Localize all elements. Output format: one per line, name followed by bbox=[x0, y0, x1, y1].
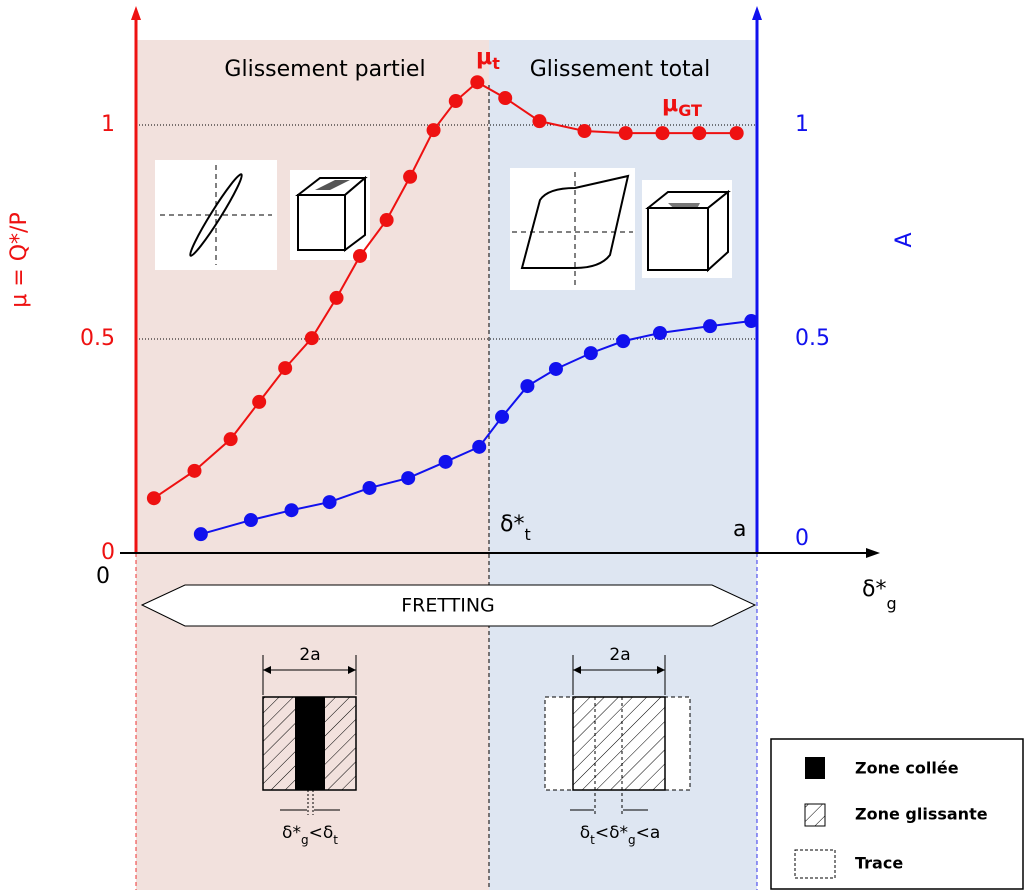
point bbox=[520, 379, 535, 394]
zone-label: Glissement total bbox=[530, 57, 711, 82]
point bbox=[498, 91, 513, 106]
mu-t: μt bbox=[476, 45, 500, 73]
t: <δ bbox=[309, 823, 334, 843]
arrow bbox=[131, 6, 141, 20]
arrow bbox=[752, 6, 762, 20]
y2-label: A bbox=[892, 232, 917, 247]
point bbox=[146, 491, 161, 506]
inset-total bbox=[510, 168, 732, 290]
t: <δ* bbox=[595, 823, 628, 843]
sub: g bbox=[886, 594, 896, 613]
point bbox=[304, 331, 319, 346]
y-tick-label: 1 bbox=[101, 112, 115, 137]
y-tick-label: 0 bbox=[101, 540, 115, 565]
x-tick-label: 0 bbox=[96, 564, 110, 589]
point bbox=[470, 75, 485, 90]
series-line bbox=[200, 320, 752, 536]
y2-tick-label: 0 bbox=[795, 526, 809, 551]
t: <a bbox=[636, 823, 661, 843]
t: g bbox=[301, 833, 309, 847]
t: t bbox=[333, 833, 338, 847]
point bbox=[353, 248, 367, 263]
point bbox=[193, 527, 208, 542]
contact-partial: 2a δ*g<δt bbox=[262, 645, 357, 847]
point bbox=[729, 126, 744, 141]
t: g bbox=[628, 833, 636, 847]
sub: GT bbox=[678, 101, 702, 120]
point bbox=[616, 334, 631, 349]
zone-label: Glissement partiel bbox=[224, 57, 425, 82]
plot bbox=[146, 75, 759, 542]
point bbox=[223, 432, 238, 447]
point bbox=[548, 361, 563, 376]
width-label: 2a bbox=[299, 645, 320, 665]
fretting-arrow bbox=[140, 584, 757, 627]
legend-entry: Trace bbox=[855, 854, 903, 873]
point bbox=[438, 454, 453, 469]
point bbox=[448, 94, 463, 109]
sym: μ bbox=[662, 92, 678, 117]
a-label: a bbox=[733, 517, 746, 542]
point bbox=[577, 123, 592, 138]
point bbox=[362, 480, 377, 495]
point bbox=[472, 439, 487, 454]
point bbox=[655, 126, 670, 141]
point bbox=[618, 126, 633, 141]
cond-label: δ*g<δt bbox=[282, 823, 338, 847]
point bbox=[379, 213, 394, 228]
sym: μ bbox=[476, 45, 492, 70]
point bbox=[426, 123, 441, 138]
sym: δ* bbox=[862, 577, 886, 602]
point bbox=[401, 471, 416, 486]
fretting: FRETTING bbox=[401, 595, 495, 617]
sub: t bbox=[524, 525, 530, 544]
y2-tick-label: 1 bbox=[795, 112, 809, 137]
inset-partial bbox=[155, 160, 370, 270]
t: t bbox=[590, 833, 595, 847]
point bbox=[703, 319, 718, 334]
point bbox=[583, 346, 598, 361]
contact-total: 2a δt<δ*g<a bbox=[544, 645, 691, 847]
point bbox=[495, 409, 510, 424]
point bbox=[403, 169, 418, 184]
point bbox=[532, 114, 547, 129]
point bbox=[322, 495, 337, 510]
cond-label: δt<δ*g<a bbox=[580, 823, 661, 847]
sym: δ* bbox=[500, 512, 524, 537]
legend-entry: Zone glissante bbox=[855, 805, 988, 824]
legend: Zone collée Zone glissante Trace bbox=[770, 738, 1024, 890]
point bbox=[652, 326, 667, 341]
legend-entry: Zone collée bbox=[855, 759, 959, 778]
delta-t: δ*t bbox=[500, 512, 531, 544]
arrow bbox=[866, 548, 880, 558]
y-label: μ = Q*/P bbox=[7, 212, 32, 307]
sub: t bbox=[492, 54, 500, 73]
y-tick-label: 0.5 bbox=[80, 326, 115, 351]
t: δ bbox=[580, 823, 590, 843]
point bbox=[278, 361, 293, 376]
mu-gt: μGT bbox=[662, 92, 702, 120]
point bbox=[243, 513, 258, 528]
point bbox=[187, 463, 202, 478]
point bbox=[744, 314, 759, 329]
y2-tick-label: 0.5 bbox=[795, 326, 830, 351]
x-label: δ*g bbox=[862, 577, 897, 613]
point bbox=[252, 394, 267, 409]
point bbox=[329, 290, 344, 305]
width-label: 2a bbox=[609, 645, 630, 665]
t: δ* bbox=[282, 823, 301, 843]
point bbox=[284, 503, 299, 518]
point bbox=[692, 126, 707, 141]
